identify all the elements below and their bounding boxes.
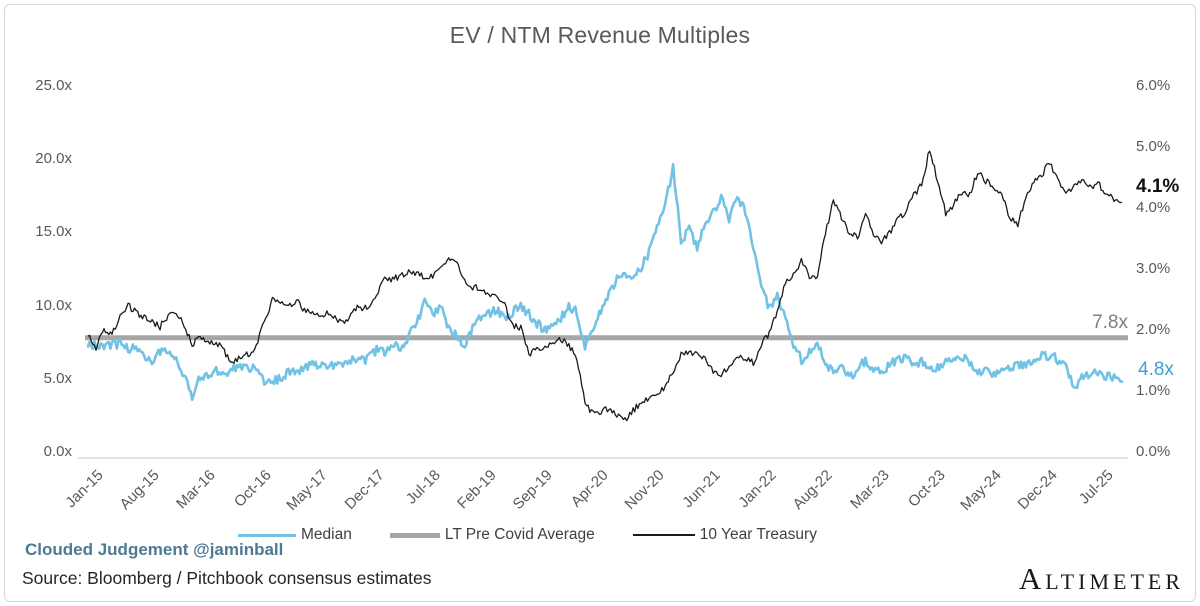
legend-label: Median: [301, 526, 352, 543]
treasury-value-label: 4.1%: [1136, 176, 1180, 197]
chart-frame-border: [4, 4, 1196, 602]
legend-item: 10 Year Treasury: [632, 526, 817, 544]
left-axis-tick: 15.0x: [35, 223, 72, 241]
right-axis-tick: 3.0%: [1136, 260, 1171, 277]
legend-item: LT Pre Covid Average: [389, 526, 595, 544]
legend-line-swatch: [632, 534, 695, 536]
right-axis-tick: 0.0%: [1136, 443, 1171, 460]
median-value-label: 4.8x: [1138, 359, 1174, 380]
median-line: [86, 162, 1124, 402]
altimeter-logo: Altimeter: [1018, 561, 1184, 596]
right-axis-tick: 5.0%: [1136, 138, 1171, 155]
legend-item: Median: [238, 526, 352, 544]
left-axis-tick: 5.0x: [43, 369, 72, 387]
right-axis-tick: 6.0%: [1136, 77, 1171, 94]
source-note: Source: Bloomberg / Pitchbook consensus …: [22, 568, 432, 588]
right-axis-tick: 1.0%: [1136, 382, 1171, 399]
chart-legend: Median LT Pre Covid Average 10 Year Treasu…: [238, 526, 817, 544]
legend-line-swatch: [238, 533, 296, 537]
left-axis-tick: 0.0x: [43, 443, 72, 460]
chart-title: EV / NTM Revenue Multiples: [449, 22, 751, 48]
treasury-line: [87, 150, 1123, 422]
legend-label: LT Pre Covid Average: [444, 526, 595, 543]
lt-average-value-label: 7.8x: [1092, 311, 1128, 333]
right-axis-tick: 2.0%: [1136, 321, 1171, 338]
left-axis-tick: 10.0x: [35, 296, 72, 314]
legend-line-swatch: [389, 532, 440, 538]
left-axis-tick: 20.0x: [35, 150, 72, 168]
right-axis-tick: 4.0%: [1136, 199, 1171, 216]
legend-label: 10 Year Treasury: [699, 526, 817, 543]
author-credit: Clouded Judgement @jaminball: [25, 540, 284, 559]
left-axis-tick: 25.0x: [35, 77, 72, 94]
